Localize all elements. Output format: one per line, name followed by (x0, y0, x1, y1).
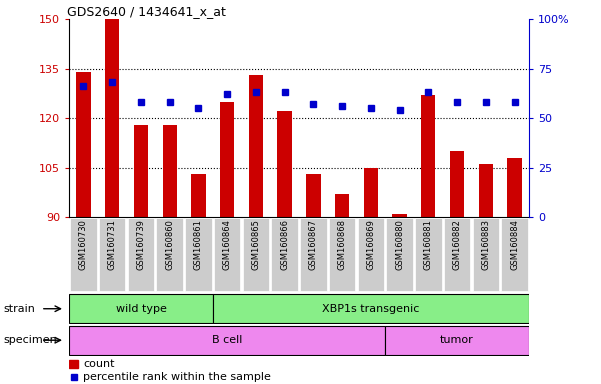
FancyBboxPatch shape (156, 218, 183, 291)
FancyBboxPatch shape (386, 218, 413, 291)
FancyBboxPatch shape (272, 218, 298, 291)
Text: GSM160731: GSM160731 (108, 219, 117, 270)
Text: GSM160864: GSM160864 (222, 219, 231, 270)
Bar (69, 360, 78, 367)
Text: GSM160867: GSM160867 (309, 219, 318, 270)
Bar (278, 111, 292, 217)
FancyBboxPatch shape (69, 294, 213, 323)
Text: GSM160866: GSM160866 (280, 219, 289, 270)
Text: GDS2640 / 1434641_x_at: GDS2640 / 1434641_x_at (67, 5, 226, 18)
FancyBboxPatch shape (69, 326, 385, 355)
Bar (249, 75, 263, 217)
Bar (364, 167, 378, 217)
Text: GSM160883: GSM160883 (481, 219, 490, 270)
FancyBboxPatch shape (444, 218, 470, 291)
FancyBboxPatch shape (358, 218, 384, 291)
Bar (335, 194, 349, 217)
Text: GSM160868: GSM160868 (338, 219, 347, 270)
Text: GSM160881: GSM160881 (424, 219, 433, 270)
Text: GSM160730: GSM160730 (79, 219, 88, 270)
FancyBboxPatch shape (415, 218, 442, 291)
Text: B cell: B cell (212, 335, 242, 345)
Bar (507, 158, 522, 217)
Text: GSM160869: GSM160869 (367, 219, 376, 270)
FancyBboxPatch shape (213, 294, 529, 323)
FancyBboxPatch shape (243, 218, 269, 291)
Text: GSM160861: GSM160861 (194, 219, 203, 270)
Text: GSM160860: GSM160860 (165, 219, 174, 270)
Text: wild type: wild type (115, 304, 166, 314)
Bar (306, 174, 320, 217)
Bar (162, 125, 177, 217)
Bar (134, 125, 148, 217)
Bar (105, 19, 120, 217)
FancyBboxPatch shape (385, 326, 529, 355)
FancyBboxPatch shape (329, 218, 355, 291)
Bar (421, 95, 436, 217)
Text: tumor: tumor (440, 335, 474, 345)
FancyBboxPatch shape (185, 218, 212, 291)
Text: GSM160865: GSM160865 (251, 219, 260, 270)
FancyBboxPatch shape (501, 218, 528, 291)
Text: XBP1s transgenic: XBP1s transgenic (322, 304, 419, 314)
FancyBboxPatch shape (70, 218, 97, 291)
Bar (76, 72, 91, 217)
Text: GSM160884: GSM160884 (510, 219, 519, 270)
Bar (450, 151, 464, 217)
Bar (191, 174, 206, 217)
Text: specimen: specimen (3, 335, 56, 345)
Text: GSM160882: GSM160882 (453, 219, 462, 270)
FancyBboxPatch shape (128, 218, 154, 291)
Text: percentile rank within the sample: percentile rank within the sample (83, 372, 271, 382)
FancyBboxPatch shape (214, 218, 240, 291)
Text: GSM160880: GSM160880 (395, 219, 404, 270)
FancyBboxPatch shape (300, 218, 326, 291)
Text: count: count (83, 359, 114, 369)
Text: GSM160739: GSM160739 (136, 219, 145, 270)
FancyBboxPatch shape (472, 218, 499, 291)
FancyBboxPatch shape (99, 218, 126, 291)
Text: strain: strain (3, 304, 35, 314)
Bar (392, 214, 407, 217)
Bar (478, 164, 493, 217)
Bar (220, 102, 234, 217)
